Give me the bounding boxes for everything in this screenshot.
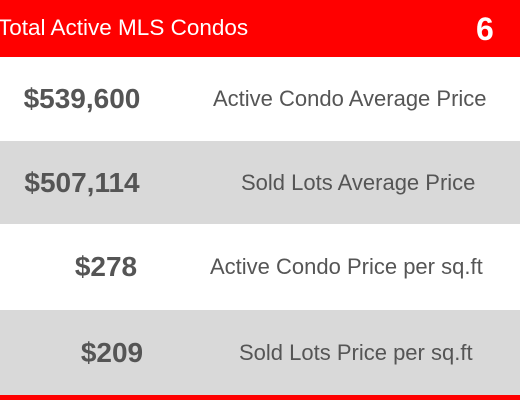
stat-value: $507,114 <box>24 166 140 198</box>
stat-label: Sold Lots Price per sq.ft <box>239 339 473 365</box>
stat-value: $209 <box>80 336 144 368</box>
stat-row-sold-sqft: $209 Sold Lots Price per sq.ft <box>0 310 520 395</box>
header-count: 6 <box>476 11 494 47</box>
stat-label: Active Condo Average Price <box>213 86 487 111</box>
stat-row-sold-average: $507,114 Sold Lots Average Price <box>0 141 520 224</box>
stat-row-active-sqft: $278 Active Condo Price per sq.ft <box>0 224 520 310</box>
stat-row-active-average: $539,600 Active Condo Average Price <box>0 57 520 141</box>
header-title: Total Active MLS Condos <box>0 15 249 40</box>
stat-value: $539,600 <box>23 83 141 114</box>
bottom-accent-line <box>0 395 520 400</box>
header-bar: Total Active MLS Condos 6 <box>0 0 520 57</box>
stat-label: Sold Lots Average Price <box>241 169 476 195</box>
stat-value: $278 <box>74 251 138 282</box>
stat-label: Active Condo Price per sq.ft <box>210 254 483 279</box>
